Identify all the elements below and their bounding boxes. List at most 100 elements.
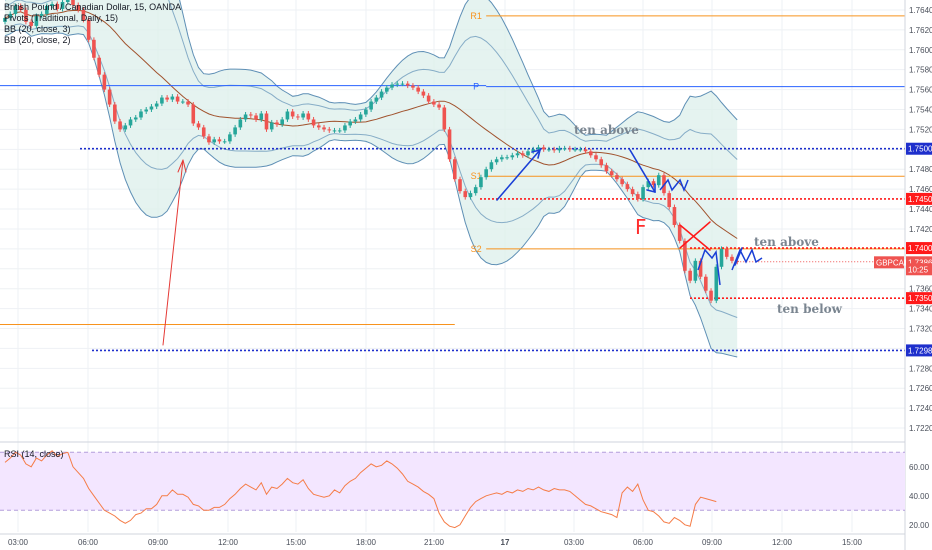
candle-body: [254, 115, 258, 120]
candle-body: [583, 149, 588, 152]
candle-body: [651, 181, 656, 186]
red-x-a: [679, 224, 711, 251]
price-tick-label: 1.76200: [909, 26, 932, 35]
price-axis: 1.76400 1.76200 1.76000 1.75800 1.75600 1.754…: [874, 0, 932, 550]
candle-body: [34, 15, 39, 26]
pivot-label-p: P: [473, 82, 479, 92]
candle-body: [217, 139, 222, 142]
blue-arrow-up-2: [734, 247, 743, 266]
candle-body: [416, 87, 420, 92]
pivots-indicator-label[interactable]: Pivots (Traditional, Daily, 15): [4, 13, 119, 23]
bb3-indicator-label[interactable]: BB (20, close, 3): [4, 24, 71, 34]
candle-body: [290, 111, 295, 117]
time-tick-label: 15:00: [842, 538, 863, 547]
price-label: 10:25: [908, 265, 929, 274]
candle-body: [463, 191, 468, 198]
candle-body: [594, 155, 598, 160]
candle-body: [353, 119, 358, 122]
pivot-label-s2: S2: [471, 244, 482, 254]
candle-body: [588, 151, 593, 156]
candle-body: [510, 155, 515, 158]
symbol-title[interactable]: British Pound / Canadian Dollar, 15, OAN…: [4, 2, 182, 12]
bb-basis-line: [4, 9, 738, 239]
candle-body: [259, 113, 264, 120]
annotation-f-mark: F: [635, 215, 647, 239]
candle-body: [709, 290, 713, 301]
candle-body: [165, 97, 169, 100]
candle-body: [29, 21, 33, 26]
candle-body: [102, 74, 107, 90]
candle-body: [646, 181, 651, 188]
candle-body: [175, 96, 180, 102]
candle-body: [573, 149, 577, 151]
candle-body: [343, 125, 347, 131]
time-tick-label: 09:00: [702, 538, 723, 547]
candle-body: [149, 106, 154, 110]
candle-body: [452, 159, 457, 180]
price-label-bg: [906, 292, 932, 305]
candle-body: [222, 141, 227, 143]
blue-zigzag-2: [697, 248, 721, 286]
price-tick-label: 1.73200: [909, 325, 932, 334]
candle-body: [296, 116, 300, 118]
candle-body: [196, 123, 201, 128]
candle-body: [620, 179, 624, 185]
candle-body: [547, 149, 551, 151]
blue-zigzag-1: [659, 178, 689, 193]
candle-body: [45, 5, 49, 14]
blue-arrow-up-1: [496, 149, 541, 201]
candle-body: [630, 189, 635, 195]
bb2-indicator-label[interactable]: BB (20, close, 2): [4, 35, 71, 45]
candle-body: [520, 153, 525, 156]
candle-body: [348, 121, 352, 126]
price-label: 1.73505: [908, 294, 932, 303]
candle-body: [672, 207, 677, 225]
candle-body: [107, 89, 112, 105]
price-tick-label: 1.76400: [909, 6, 932, 15]
candle-body: [228, 134, 232, 142]
rsi-label[interactable]: RSI (14, close): [4, 449, 64, 459]
candle-body: [395, 83, 400, 85]
candle-body: [139, 111, 143, 118]
candle-body: [615, 175, 619, 180]
candles: [3, 0, 905, 304]
candle-body: [13, 5, 18, 14]
bb3-lower-line: [4, 29, 738, 358]
price-tick-label: 1.72800: [909, 364, 932, 373]
candle-body: [625, 184, 630, 190]
price-label: 1.72980: [908, 346, 932, 355]
price-label: 1.74008: [908, 244, 932, 253]
time-tick-label: 06:00: [633, 538, 654, 547]
candle-body: [55, 3, 60, 9]
candle-body: [473, 187, 478, 194]
candle-body: [458, 179, 462, 192]
price-tick-label: 1.75800: [909, 66, 932, 75]
time-tick-label: 17: [501, 538, 510, 547]
price-tick-label: 1.75200: [909, 125, 932, 134]
price-tick-label: 1.74200: [909, 225, 932, 234]
candle-body: [128, 119, 133, 126]
candle-body: [730, 256, 734, 261]
time-tick-label: 09:00: [148, 538, 169, 547]
candle-body: [484, 169, 488, 178]
candle-body: [76, 4, 81, 10]
time-tick-label: 15:00: [286, 538, 307, 547]
time-tick-label: 12:00: [218, 538, 239, 547]
candle-body: [374, 97, 379, 102]
candle-body: [432, 101, 436, 105]
candle-body: [421, 91, 426, 96]
candle-body: [468, 193, 473, 198]
candle-body: [557, 148, 562, 151]
annotation-ten-below: ten below: [777, 302, 842, 316]
candle-body: [160, 97, 164, 104]
candle-body: [327, 129, 332, 131]
price-tick-label: 1.72600: [909, 384, 932, 393]
candle-body: [144, 109, 149, 112]
candle-body: [609, 171, 614, 176]
candle-body: [667, 193, 672, 208]
price-tick-label: 1.73400: [909, 305, 932, 314]
candle-body: [599, 159, 604, 166]
annotation-ten-above-1: ten above: [574, 123, 639, 137]
candle-body: [447, 129, 452, 160]
